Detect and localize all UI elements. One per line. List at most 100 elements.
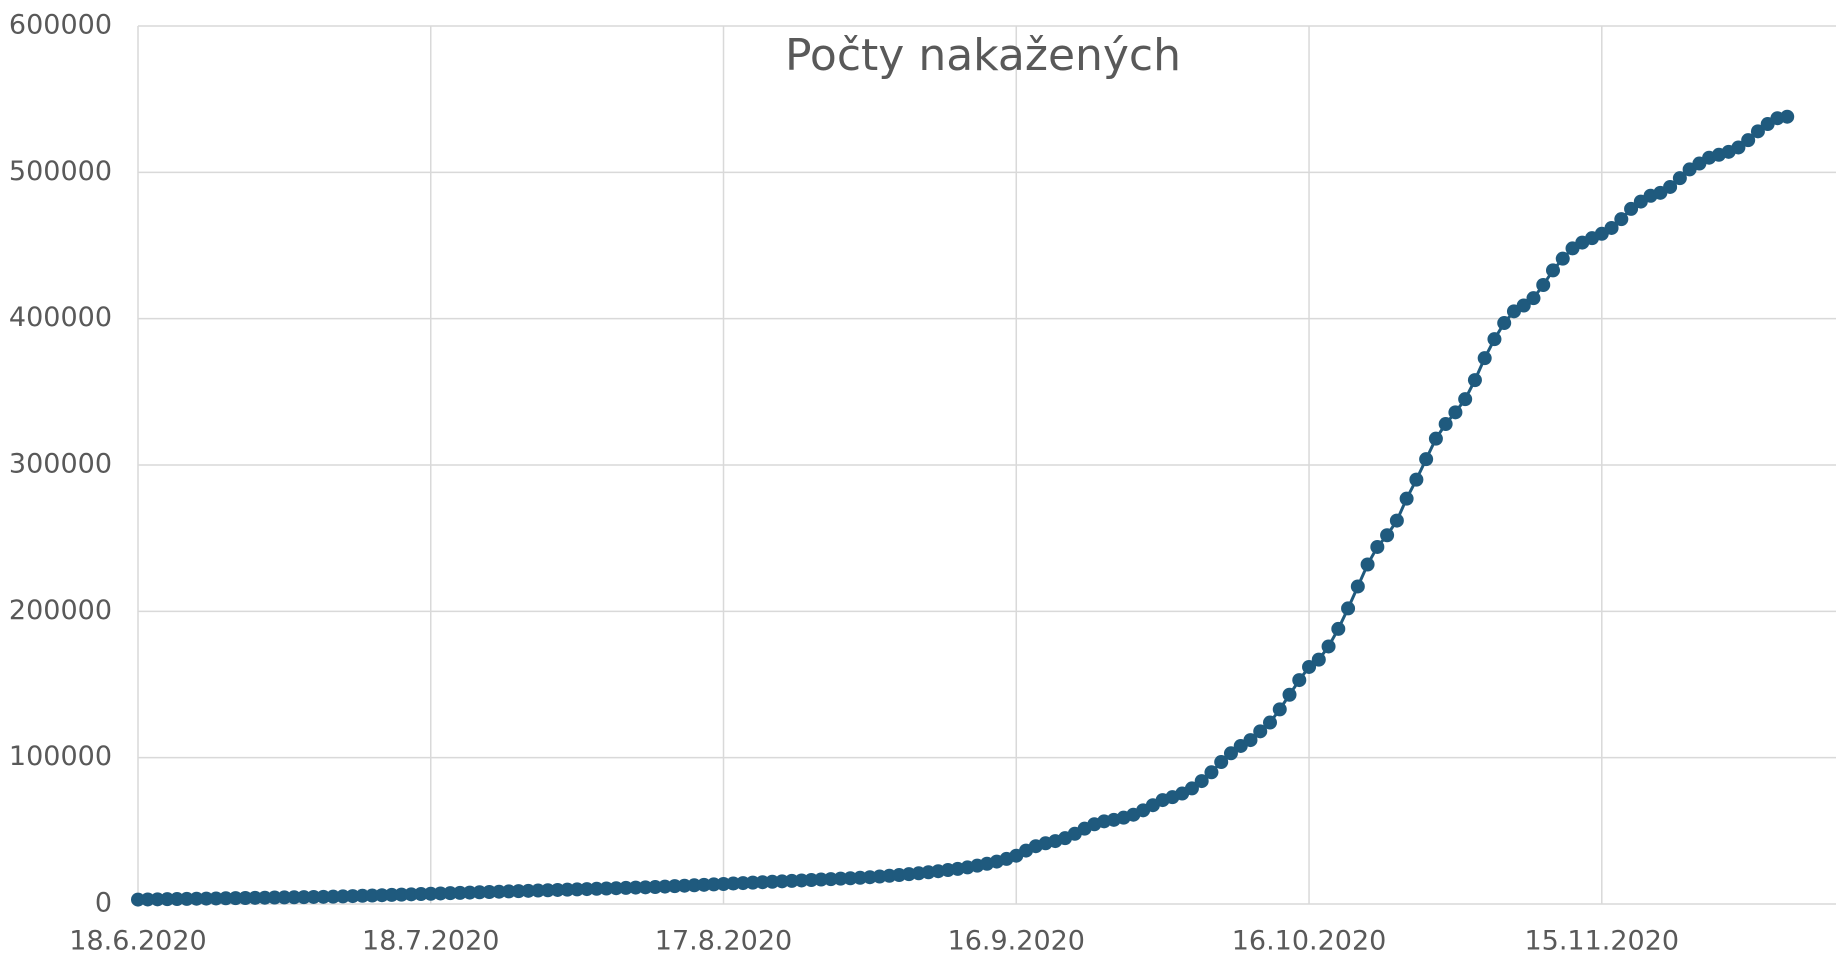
data-point (1487, 332, 1502, 347)
data-point (1214, 755, 1229, 770)
data-point (228, 891, 243, 906)
data-point (296, 890, 311, 905)
y-tick-label: 0 (95, 888, 112, 919)
data-point (1546, 263, 1560, 278)
data-point (628, 880, 643, 895)
data-point (1477, 351, 1492, 366)
data-point (170, 892, 185, 907)
data-point (1438, 417, 1453, 432)
data-point (1555, 251, 1570, 266)
x-tick-label: 16.10.2020 (1232, 926, 1387, 957)
data-point (1448, 405, 1463, 420)
data-point (638, 880, 653, 895)
data-point (482, 885, 497, 900)
data-point (384, 887, 399, 902)
data-point (1302, 659, 1317, 674)
data-point (1282, 687, 1297, 702)
y-tick-label: 100000 (9, 741, 112, 772)
y-tick-label: 600000 (9, 10, 112, 41)
data-point (1321, 639, 1336, 654)
data-point (599, 881, 614, 896)
data-point (316, 889, 331, 904)
data-point (1614, 212, 1629, 227)
x-tick-label: 18.6.2020 (69, 926, 206, 957)
data-point (160, 892, 175, 907)
data-point (433, 886, 448, 901)
chart-title: Počty nakažených (785, 30, 1181, 81)
data-point (209, 891, 224, 906)
data-point (550, 882, 565, 897)
data-point (560, 882, 575, 897)
data-point (609, 881, 624, 896)
data-point (1624, 201, 1639, 216)
data-point (501, 884, 516, 899)
x-tick-label: 18.7.2020 (362, 926, 499, 957)
data-point (1272, 702, 1287, 717)
data-point (453, 885, 468, 900)
data-point (1380, 528, 1395, 543)
y-tick-label: 300000 (9, 449, 112, 480)
data-point (248, 890, 263, 905)
data-point (1663, 179, 1678, 194)
data-point (1467, 373, 1482, 388)
data-point (1731, 140, 1746, 155)
data-point (1253, 724, 1268, 739)
data-point (1750, 124, 1765, 139)
y-tick-label: 400000 (9, 302, 112, 333)
data-point (1194, 774, 1209, 789)
data-point (131, 892, 145, 907)
data-point (335, 889, 350, 904)
data-point (277, 890, 292, 905)
data-point (570, 882, 585, 897)
data-point (257, 890, 272, 905)
data-point (1604, 220, 1619, 235)
data-point (374, 888, 389, 903)
data-point (345, 889, 360, 904)
data-point (540, 883, 555, 898)
data-point (1497, 316, 1512, 331)
data-point (1419, 452, 1434, 467)
data-point (189, 891, 204, 906)
x-tick-label: 16.9.2020 (948, 926, 1085, 957)
data-point (1204, 765, 1219, 780)
data-point (140, 892, 155, 907)
y-tick-label: 500000 (9, 156, 112, 187)
data-point (355, 888, 370, 903)
data-point (1370, 539, 1385, 554)
data-point (218, 891, 233, 906)
data-point (589, 881, 604, 896)
data-point (1780, 109, 1795, 124)
data-point (287, 890, 302, 905)
data-point (1526, 291, 1541, 306)
data-line (137, 115, 1788, 902)
data-point (1360, 557, 1375, 572)
data-point (1409, 472, 1424, 487)
data-point (521, 883, 536, 898)
data-point (1263, 715, 1277, 730)
data-point (1672, 171, 1687, 186)
data-point (1399, 491, 1414, 506)
data-point (1458, 392, 1473, 407)
data-point (472, 885, 487, 900)
data-point (1341, 601, 1356, 616)
data-point (492, 884, 507, 899)
data-point (423, 886, 438, 901)
data-point (1331, 621, 1346, 636)
data-point (1389, 513, 1404, 528)
data-point (199, 891, 214, 906)
data-point (1184, 781, 1199, 796)
y-tick-label: 200000 (9, 595, 112, 626)
data-point (462, 885, 477, 900)
x-tick-label: 15.11.2020 (1524, 926, 1679, 957)
data-point (1311, 652, 1326, 667)
data-point (404, 887, 419, 902)
data-point (1428, 431, 1443, 446)
data-point (150, 892, 165, 907)
data-point (414, 887, 428, 902)
data-point (1292, 673, 1307, 688)
data-point (179, 891, 194, 906)
data-point (1243, 733, 1258, 748)
data-point (1536, 278, 1551, 293)
